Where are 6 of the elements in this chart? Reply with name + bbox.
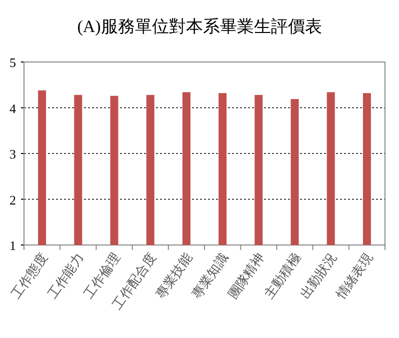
y-tick-label: 1 [10,238,16,253]
y-tick-label: 2 [10,192,16,208]
y-tick-label: 3 [10,146,16,162]
y-tick-label: 4 [10,100,16,116]
chart-title: (A)服務單位對本系畢業生評價表 [77,17,322,36]
y-tick-label: 5 [10,55,16,70]
